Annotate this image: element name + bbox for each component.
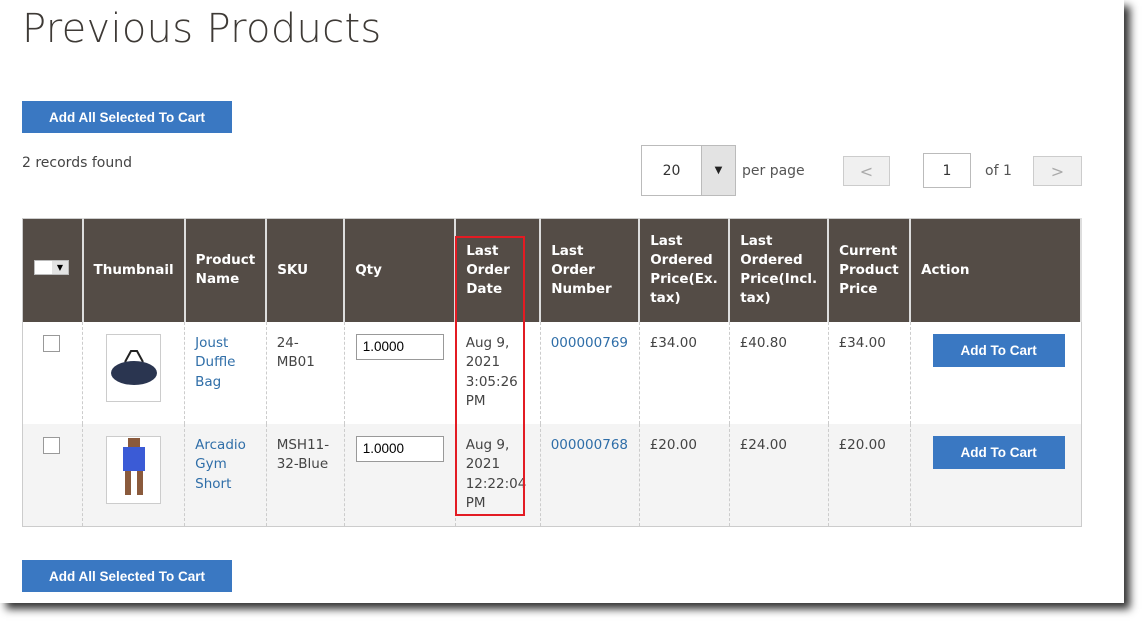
qty-input[interactable] bbox=[355, 333, 444, 360]
page-total: of 1 bbox=[985, 163, 1012, 179]
chevron-right-icon: > bbox=[1050, 161, 1065, 181]
last-order-date: Aug 9, 2021 12:22:04 PM bbox=[455, 423, 541, 526]
next-page-button[interactable]: > bbox=[1033, 156, 1082, 186]
per-page-select[interactable]: 20 ▼ bbox=[641, 145, 736, 196]
add-all-selected-button-bottom[interactable]: Add All Selected To Cart bbox=[22, 560, 232, 592]
col-last-order-number: Last Order Number bbox=[540, 218, 641, 322]
product-name-link[interactable]: Joust Duffle Bag bbox=[195, 334, 236, 390]
col-sku: SKU bbox=[266, 218, 346, 322]
gym-short-image bbox=[122, 437, 145, 495]
add-all-selected-button-top[interactable]: Add All Selected To Cart bbox=[22, 101, 232, 133]
table-row: Joust Duffle Bag 24-MB01 Aug 9, 2021 3:0… bbox=[22, 321, 1082, 424]
col-last-order-date: Last Order Date bbox=[455, 218, 542, 322]
per-page-value: 20 bbox=[662, 162, 681, 179]
products-table: ▼ Thumbnail Product Name SKU Qty Last Or… bbox=[22, 218, 1082, 527]
price-incl-tax: £24.00 bbox=[729, 423, 829, 526]
sku: 24-MB01 bbox=[266, 321, 345, 424]
chevron-down-icon: ▼ bbox=[52, 261, 68, 275]
table-row: Arcadio Gym Short MSH11-32-Blue Aug 9, 2… bbox=[22, 423, 1082, 526]
product-name-link[interactable]: Arcadio Gym Short bbox=[195, 436, 246, 492]
chevron-left-icon: < bbox=[859, 161, 874, 181]
product-thumbnail[interactable] bbox=[106, 435, 162, 504]
page-input[interactable]: 1 bbox=[923, 153, 971, 188]
records-count: 2 records found bbox=[22, 155, 132, 171]
product-thumbnail[interactable] bbox=[106, 333, 162, 402]
row-checkbox[interactable] bbox=[43, 436, 60, 454]
current-price: £20.00 bbox=[828, 423, 911, 526]
last-order-date: Aug 9, 2021 3:05:26 PM bbox=[455, 321, 541, 424]
price-ex-tax: £34.00 bbox=[639, 321, 730, 424]
prev-page-button[interactable]: < bbox=[843, 156, 890, 186]
col-product-name: Product Name bbox=[184, 218, 268, 322]
qty-input[interactable] bbox=[355, 435, 444, 462]
add-to-cart-button[interactable]: Add To Cart bbox=[932, 435, 1065, 469]
page: Previous Products Add All Selected To Ca… bbox=[22, 6, 1082, 592]
order-number-link[interactable]: 000000768 bbox=[550, 436, 629, 453]
col-qty: Qty bbox=[344, 218, 457, 322]
price-ex-tax: £20.00 bbox=[639, 423, 730, 526]
col-thumbnail: Thumbnail bbox=[82, 218, 186, 322]
price-incl-tax: £40.80 bbox=[729, 321, 829, 424]
mass-select-dropdown[interactable]: ▼ bbox=[34, 260, 69, 276]
sku: MSH11-32-Blue bbox=[266, 423, 345, 526]
add-to-cart-button[interactable]: Add To Cart bbox=[932, 333, 1065, 367]
highlight-box bbox=[455, 236, 525, 516]
page-title: Previous Products bbox=[22, 6, 382, 52]
duffle-bag-image bbox=[110, 349, 157, 385]
current-price: £34.00 bbox=[828, 321, 911, 424]
order-number-link[interactable]: 000000769 bbox=[550, 334, 629, 351]
chevron-down-icon[interactable]: ▼ bbox=[701, 146, 735, 195]
col-action: Action bbox=[910, 218, 1082, 322]
table-header: ▼ Thumbnail Product Name SKU Qty Last Or… bbox=[22, 218, 1082, 322]
col-price-ex-tax: Last Ordered Price(Ex. tax) bbox=[639, 218, 731, 322]
per-page-label: per page bbox=[742, 163, 805, 179]
row-checkbox[interactable] bbox=[43, 334, 60, 352]
col-price-incl-tax: Last Ordered Price(Incl. tax) bbox=[729, 218, 830, 322]
col-current-price: Current Product Price bbox=[828, 218, 912, 322]
